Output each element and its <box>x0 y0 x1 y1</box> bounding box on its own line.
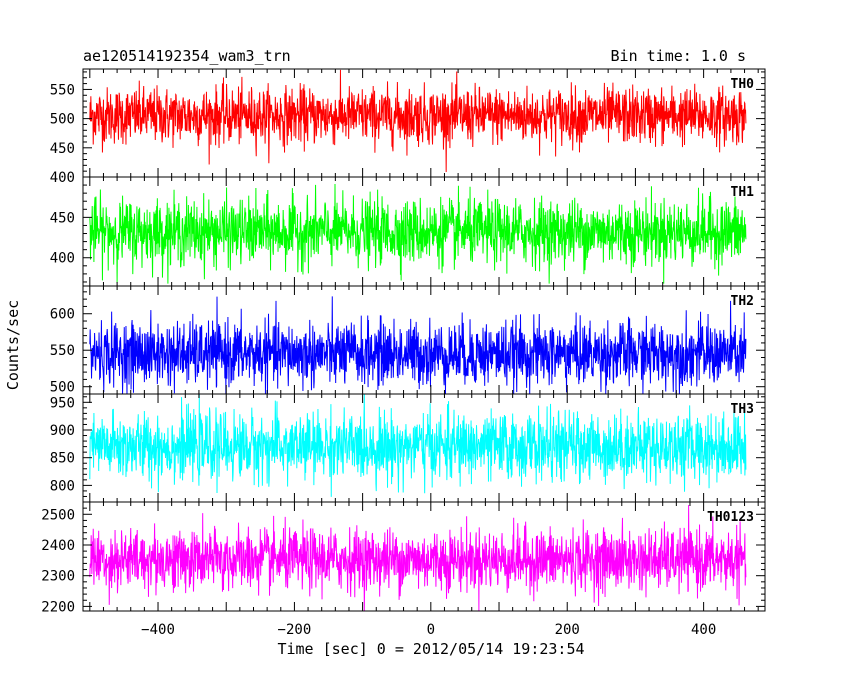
x-tick-label: 200 <box>555 622 580 638</box>
y-tick-label: 400 <box>50 170 75 186</box>
series-line-th1 <box>89 183 747 284</box>
y-tick-label: 500 <box>50 112 75 128</box>
y-tick-label: 2400 <box>41 538 75 554</box>
y-tick-label: 2200 <box>41 599 75 615</box>
series-line-th0123 <box>89 505 747 611</box>
y-tick-label: 950 <box>50 395 75 411</box>
y-tick-label: 550 <box>50 82 75 98</box>
chart-title: ae120514192354_wam3_trn <box>83 47 291 65</box>
x-tick-label: 400 <box>691 622 716 638</box>
y-tick-label: 800 <box>50 478 75 494</box>
y-tick-label: 600 <box>50 307 75 323</box>
panel-label-th1: TH1 <box>731 185 755 200</box>
panel-label-th0123: TH0123 <box>707 510 754 525</box>
y-tick-label: 450 <box>50 141 75 157</box>
x-tick-label: −400 <box>141 622 175 638</box>
panel-label-th2: TH2 <box>731 294 754 309</box>
y-tick-label: 450 <box>50 210 75 226</box>
x-tick-label: −200 <box>278 622 312 638</box>
panel-th3: 800 850 900 950 TH3 <box>50 393 766 503</box>
panel-th0123: 2200 2300 2400 2500 TH0123 <box>41 501 766 615</box>
panel-frame <box>82 501 766 612</box>
x-axis-label: Time [sec] 0 = 2012/05/14 19:23:54 <box>277 640 584 658</box>
y-axis-label: Counts/sec <box>4 300 22 390</box>
chart-subtitle: Bin time: 1.0 s <box>611 47 746 65</box>
y-tick-label: 850 <box>50 451 75 467</box>
x-tick-label: 0 <box>427 622 435 638</box>
y-tick-label: 550 <box>50 343 75 359</box>
y-tick-label: 2300 <box>41 569 75 585</box>
panel-th2: 500 550 600 TH2 <box>50 285 766 396</box>
y-tick-label: 900 <box>50 423 75 439</box>
panel-th1: 400 450 TH1 <box>50 176 766 287</box>
panel-label-th0: TH0 <box>731 77 755 92</box>
panel-label-th3: TH3 <box>731 402 754 417</box>
y-tick-label: 500 <box>50 380 75 396</box>
y-tick-label: 2500 <box>41 507 75 523</box>
series-line-th0 <box>89 69 747 173</box>
y-tick-label: 400 <box>50 251 75 267</box>
series-line-th2 <box>89 296 747 394</box>
series-line-th3 <box>89 394 747 497</box>
panel-th0: 400 450 500 550 TH0 <box>50 68 766 186</box>
